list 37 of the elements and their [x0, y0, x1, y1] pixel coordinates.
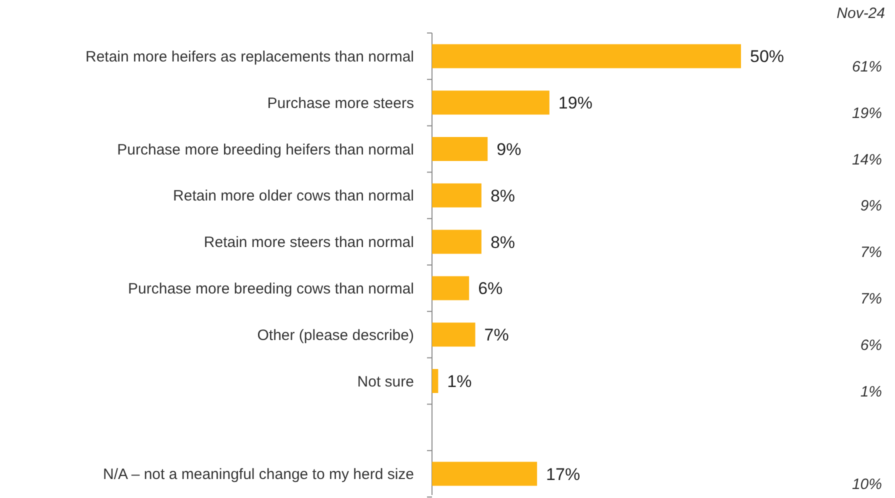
text: 19% [852, 104, 882, 122]
y-tick-label: Purchase more breeding cows than normal [128, 280, 414, 298]
data-label: 1% [447, 372, 472, 391]
bar [432, 44, 741, 68]
bar [432, 462, 538, 486]
y-tick-label: Retain more steers than normal [204, 234, 414, 252]
text: 9% [860, 198, 882, 215]
data-label: 19% [558, 94, 592, 113]
text: 1% [860, 383, 882, 400]
bar [432, 183, 482, 208]
y-tick-label: Not sure [357, 373, 414, 390]
bar [432, 322, 476, 347]
text: 14% [852, 151, 882, 168]
bar [432, 276, 470, 300]
text: 7% [860, 244, 882, 262]
data-label: 8% [490, 232, 516, 252]
bar [432, 90, 550, 115]
data-label: 6% [478, 279, 503, 298]
text: 7% [860, 290, 882, 308]
bar [432, 230, 482, 254]
text: 61% [852, 58, 882, 76]
text: 6% [860, 336, 882, 354]
data-label: 50% [750, 47, 784, 66]
text: Nov-24 [836, 5, 885, 22]
bar [432, 137, 488, 161]
y-tick-label: Other (please describe) [257, 326, 414, 344]
data-label: 7% [484, 326, 509, 345]
text: 10% [852, 476, 882, 494]
y-tick-label: Retain more older cows than normal [173, 188, 414, 205]
data-label: 9% [496, 140, 522, 159]
y-tick-label: Purchase more steers [267, 94, 414, 112]
bar [432, 369, 438, 393]
y-tick-label: N/A – not a meaningful change to my herd size [102, 466, 414, 484]
data-label: 8% [490, 186, 516, 206]
data-label: 17% [546, 464, 580, 484]
y-tick-label: Purchase more breeding heifers than normal [117, 141, 414, 158]
y-tick-label: Retain more heifers as replacements than normal [86, 48, 414, 66]
